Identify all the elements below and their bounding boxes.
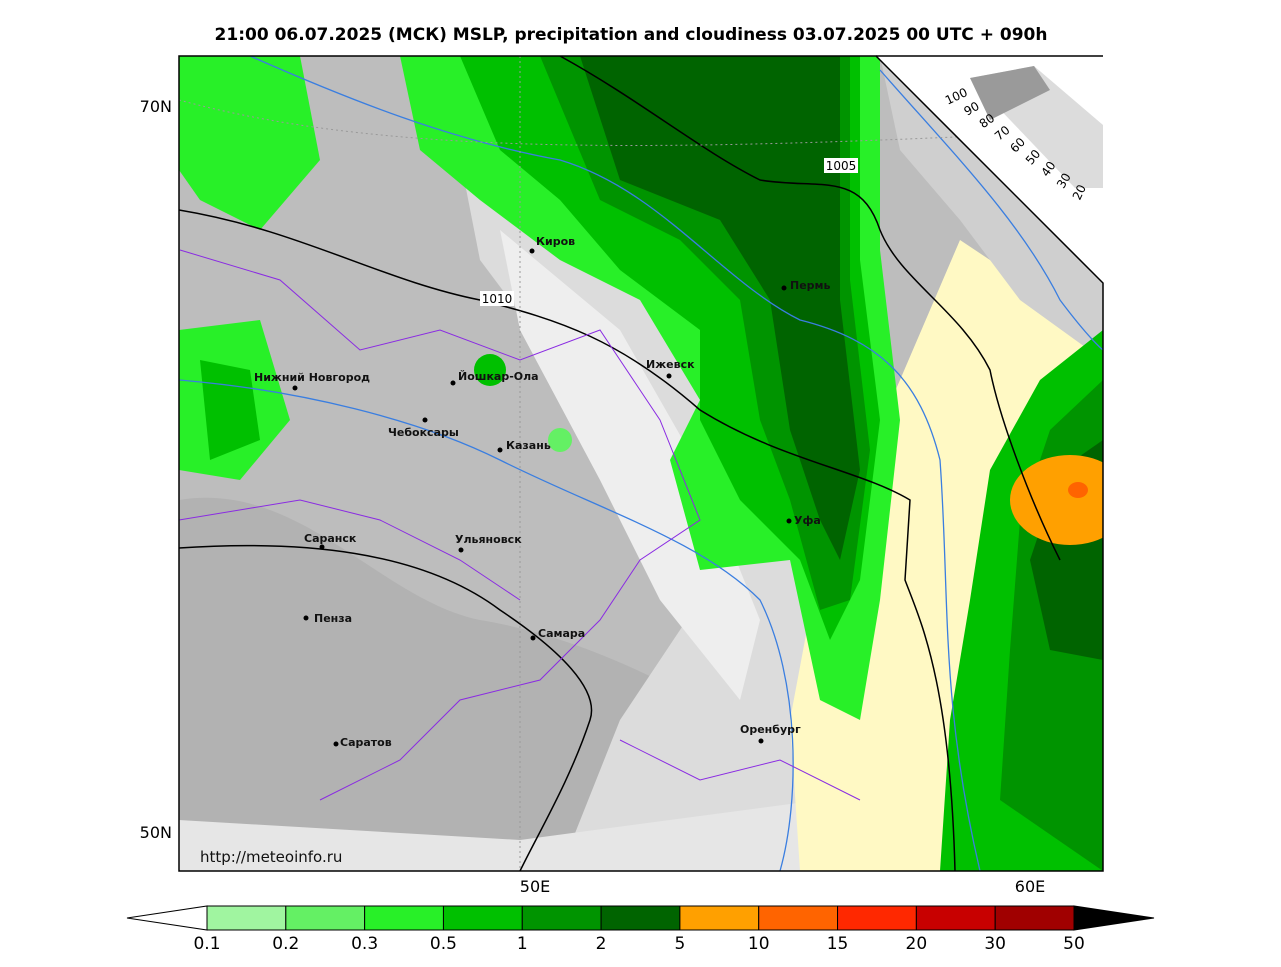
colorbar-label: 20 [906,934,928,954]
map-frame [178,55,1104,872]
city-dot [530,635,536,641]
city-label: Саранск [304,532,357,545]
colorbar-swatch [206,905,287,931]
colorbar-label: 0.5 [430,934,457,954]
cities: Киров Пермь Нижний Новгород Йошкар-Ола Ижевс… [254,235,831,749]
city-dot [303,615,309,621]
city-dot [450,380,456,386]
city-label: Оренбург [740,723,801,736]
colorbar-swatch [442,905,523,931]
city-label: Ижевск [646,358,695,371]
isobar-label-box [480,291,514,306]
city-label: Киров [536,235,575,248]
colorbar-label: 2 [596,934,607,954]
cloud-scale-label: 90 [962,99,982,119]
isobar-label: 1005 [826,159,857,173]
colorbar-high-end [1073,905,1155,931]
city-dot [529,248,535,254]
colorbar-swatch [364,905,444,931]
colorbar-low-end [126,905,208,931]
cloud-scale-label: 30 [1054,171,1074,191]
colorbar: 0.1 0.2 0.3 0.5 1 2 5 10 15 20 30 50 [126,905,1155,954]
isobar-label: 1010 [482,292,513,306]
city-dot [666,373,672,379]
colorbar-swatch [679,905,760,931]
source-url: http://meteoinfo.ru [200,848,342,866]
city-dot [786,518,792,524]
cloud-scale-label: 70 [992,123,1013,144]
city-label: Пермь [790,279,831,292]
colorbar-label: 1 [517,934,528,954]
colorbar-swatch [600,905,681,931]
city-label: Пенза [314,612,352,625]
colorbar-label: 30 [984,934,1006,954]
colorbar-label: 15 [827,934,849,954]
cloud-scale-label: 20 [1070,182,1089,202]
lon-label: 60E [1015,877,1045,896]
city-dot [319,544,325,550]
colorbar-label: 0.2 [272,934,299,954]
colorbar-swatch [521,905,602,931]
colorbar-swatch [758,905,839,931]
city-dot [422,417,428,423]
cloud-wedge [970,66,1103,188]
city-dot [292,385,298,391]
colorbar-swatch [837,905,917,931]
isobar-label-box [824,158,858,173]
lat-label: 50N [140,823,172,842]
colorbar-swatch [994,905,1075,931]
lat-label: 70N [140,97,172,116]
city-label: Саратов [340,736,392,749]
city-dot [333,741,339,747]
colorbar-label: 0.1 [193,934,220,954]
city-dot [781,285,787,291]
title: 21:00 06.07.2025 (МСК) MSLP, precipitati… [215,25,1048,45]
colorbar-label: 10 [748,934,770,954]
city-label: Чебоксары [388,426,459,439]
lon-label: 50E [520,877,550,896]
map [179,56,1103,871]
city-label: Уфа [794,514,821,527]
colorbar-label: 5 [674,934,685,954]
colorbar-label: 50 [1063,934,1085,954]
city-dot [497,447,503,453]
city-label: Самара [538,627,585,640]
colorbar-label: 0.3 [351,934,378,954]
city-label: Ульяновск [455,533,522,546]
city-dot [758,738,764,744]
colorbar-swatch [285,905,366,931]
colorbar-swatch [915,905,996,931]
city-dot [458,547,464,553]
city-label: Нижний Новгород [254,371,370,384]
city-label: Казань [506,439,551,452]
city-label: Йошкар-Ола [458,370,539,383]
cloud-scale-label: 60 [1007,135,1028,156]
